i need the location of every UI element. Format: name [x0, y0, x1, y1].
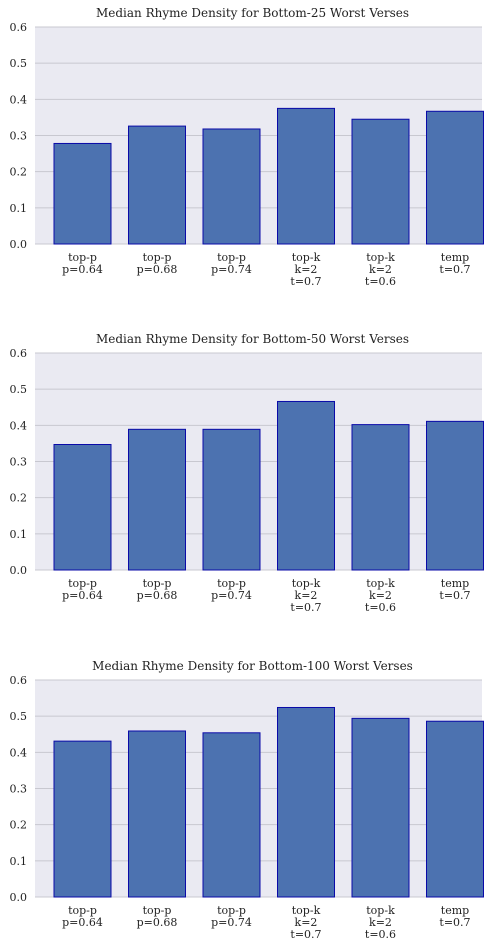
chart-panel-3: Median Rhyme Density for Bottom-100 Wors…	[10, 659, 484, 941]
y-tick-label: 0.0	[10, 238, 28, 251]
bar-4	[277, 107, 335, 245]
x-tick-label: t=0.7	[290, 601, 321, 614]
x-tick-label: top-p	[143, 577, 172, 590]
bar-3	[202, 428, 261, 571]
y-tick-label: 0.5	[10, 710, 28, 723]
x-tick-label: t=0.6	[365, 275, 396, 288]
x-tick-label: k=2	[295, 916, 318, 929]
y-tick-label: 0.0	[10, 891, 28, 904]
x-tick-label: p=0.74	[211, 916, 252, 929]
y-tick-label: 0.4	[10, 93, 28, 106]
x-tick-label: top-k	[366, 251, 395, 264]
bar-2	[128, 428, 186, 571]
chart-panel-2: Median Rhyme Density for Bottom-50 Worst…	[10, 332, 484, 614]
bar-4	[277, 706, 335, 898]
x-tick-label: top-p	[217, 577, 246, 590]
bar-1	[53, 444, 112, 571]
x-tick-label: top-p	[143, 904, 172, 917]
y-tick-label: 0.0	[10, 564, 28, 577]
y-tick-label: 0.2	[10, 492, 28, 505]
bar-2	[128, 730, 186, 898]
x-tick-label: top-p	[68, 577, 97, 590]
x-tick-label: temp	[441, 251, 469, 264]
y-tick-label: 0.2	[10, 166, 28, 179]
y-tick-label: 0.1	[10, 528, 28, 541]
y-tick-label: 0.1	[10, 202, 28, 215]
x-tick-label: p=0.64	[62, 589, 103, 602]
x-tick-label: top-k	[292, 904, 321, 917]
x-tick-label: p=0.74	[211, 263, 252, 276]
x-tick-label: k=2	[369, 589, 392, 602]
x-tick-label: t=0.7	[439, 263, 470, 276]
y-tick-label: 0.4	[10, 746, 28, 759]
x-tick-label: top-p	[217, 251, 246, 264]
x-tick-label: top-p	[68, 251, 97, 264]
x-tick-label: p=0.68	[137, 263, 178, 276]
bar-2	[128, 125, 186, 245]
x-tick-label: t=0.7	[439, 916, 470, 929]
chart-panel-1: Median Rhyme Density for Bottom-25 Worst…	[10, 6, 484, 288]
x-tick-label: top-k	[292, 251, 321, 264]
bar-6	[426, 110, 484, 245]
x-tick-label: k=2	[295, 263, 318, 276]
bar-1	[53, 740, 112, 898]
x-tick-label: temp	[441, 904, 469, 917]
x-tick-label: top-p	[143, 251, 172, 264]
x-tick-label: p=0.74	[211, 589, 252, 602]
chart-title: Median Rhyme Density for Bottom-100 Wors…	[92, 659, 413, 673]
bar-4	[277, 400, 335, 571]
y-tick-label: 0.4	[10, 419, 28, 432]
x-tick-label: p=0.64	[62, 263, 103, 276]
x-tick-label: p=0.64	[62, 916, 103, 929]
x-tick-label: k=2	[295, 589, 318, 602]
y-tick-label: 0.1	[10, 855, 28, 868]
x-tick-label: t=0.7	[439, 589, 470, 602]
x-tick-label: t=0.6	[365, 601, 396, 614]
chart-title: Median Rhyme Density for Bottom-50 Worst…	[96, 332, 409, 346]
x-tick-label: top-k	[366, 904, 395, 917]
x-tick-label: p=0.68	[137, 916, 178, 929]
bar-5	[351, 424, 410, 571]
y-tick-label: 0.6	[10, 674, 28, 687]
x-tick-label: k=2	[369, 263, 392, 276]
bar-5	[351, 717, 410, 898]
y-tick-label: 0.5	[10, 383, 28, 396]
chart-title: Median Rhyme Density for Bottom-25 Worst…	[96, 6, 409, 20]
x-tick-label: top-p	[68, 904, 97, 917]
bar-3	[202, 732, 261, 898]
x-tick-label: t=0.6	[365, 928, 396, 941]
y-tick-label: 0.6	[10, 21, 28, 34]
y-tick-label: 0.3	[10, 783, 28, 796]
x-tick-label: top-k	[366, 577, 395, 590]
bar-1	[53, 142, 112, 245]
x-tick-label: t=0.7	[290, 275, 321, 288]
x-tick-label: top-k	[292, 577, 321, 590]
x-tick-label: t=0.7	[290, 928, 321, 941]
x-tick-label: temp	[441, 577, 469, 590]
y-tick-label: 0.6	[10, 347, 28, 360]
bar-5	[351, 118, 410, 245]
y-tick-label: 0.3	[10, 130, 28, 143]
bar-6	[426, 420, 484, 571]
y-tick-label: 0.2	[10, 819, 28, 832]
bar-3	[202, 128, 261, 245]
y-tick-label: 0.3	[10, 456, 28, 469]
x-tick-label: top-p	[217, 904, 246, 917]
x-tick-label: p=0.68	[137, 589, 178, 602]
x-tick-label: k=2	[369, 916, 392, 929]
y-tick-label: 0.5	[10, 57, 28, 70]
bar-6	[426, 720, 484, 898]
